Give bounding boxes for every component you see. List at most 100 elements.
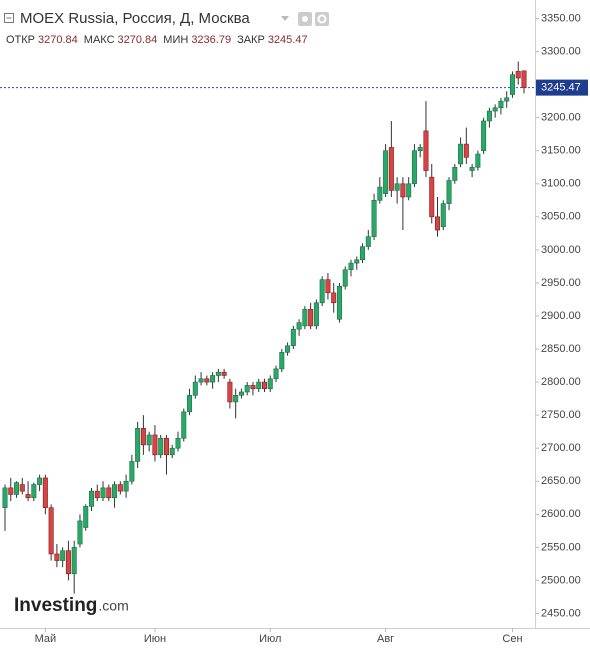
candle-body — [83, 506, 89, 528]
candle-body — [152, 434, 158, 456]
candle-body — [492, 107, 498, 112]
y-tick-label: 3200.00 — [541, 112, 581, 124]
candle-body — [406, 183, 412, 198]
ohlc-legend: ОТКР 3270.84 МАКС 3270.84 МИН 3236.79 ЗАКР 3245… — [6, 34, 308, 46]
candle-body — [469, 166, 475, 171]
settings-icon — [317, 14, 327, 24]
settings-button[interactable] — [315, 12, 329, 26]
candle-body — [192, 381, 198, 396]
candle-body — [94, 490, 100, 499]
last-price-box — [536, 79, 588, 96]
candle-body — [210, 375, 216, 383]
dropdown-arrow[interactable] — [281, 16, 289, 21]
candle-body — [348, 262, 354, 271]
candle-body — [123, 480, 129, 492]
candle-body — [498, 100, 504, 109]
candle-body — [273, 368, 279, 380]
x-tick-label: Июл — [259, 633, 281, 645]
watermark-suffix: .com — [98, 598, 128, 614]
candle-body — [515, 71, 521, 79]
candle-body — [354, 259, 360, 264]
candle-body — [233, 395, 239, 403]
candle-body — [452, 166, 458, 181]
candle-body — [181, 411, 187, 439]
legend-label: МИН — [163, 34, 188, 46]
x-tick-label: Сен — [502, 633, 522, 645]
candle-body — [42, 477, 48, 508]
collapse-icon[interactable] — [4, 13, 14, 23]
legend-label: ЗАКР — [237, 34, 265, 46]
y-tick-label: 3100.00 — [541, 178, 581, 190]
candle-body — [175, 437, 181, 449]
y-tick-label: 3150.00 — [541, 145, 581, 157]
candle-body — [163, 437, 169, 456]
candle-body — [106, 487, 112, 499]
watermark-brand: Investing — [14, 595, 97, 616]
y-tick-label: 2600.00 — [541, 508, 581, 520]
candle-body — [486, 110, 492, 122]
candle-body — [342, 269, 348, 287]
candle-body — [146, 434, 152, 446]
y-tick-label: 3050.00 — [541, 211, 581, 223]
y-tick-label: 2500.00 — [541, 574, 581, 586]
y-tick-label: 2550.00 — [541, 541, 581, 553]
y-tick-label: 2750.00 — [541, 409, 581, 421]
candle-body — [267, 378, 273, 389]
candle-body — [458, 143, 464, 165]
legend-label: МАКС — [84, 34, 115, 46]
candle-body — [19, 484, 25, 492]
plot-area — [0, 61, 535, 594]
x-tick-label: Май — [35, 633, 57, 645]
candle-body — [434, 216, 440, 231]
candle-body — [394, 183, 400, 191]
candle-body — [290, 328, 296, 347]
candle-body — [8, 487, 14, 495]
candle-body — [365, 236, 371, 247]
y-tick-label: 2800.00 — [541, 376, 581, 388]
candle-body — [112, 484, 118, 499]
legend-value: 3245.47 — [268, 34, 308, 46]
candle-body — [429, 176, 435, 218]
candle-body — [411, 150, 417, 185]
candle-body — [313, 302, 319, 327]
candle-body — [129, 461, 135, 482]
y-tick-label: 2850.00 — [541, 343, 581, 355]
candle-body — [169, 447, 175, 456]
candle-body — [509, 74, 515, 95]
candle-body — [37, 477, 43, 485]
y-tick-label: 2650.00 — [541, 475, 581, 487]
candle-body — [279, 352, 285, 370]
candle-body — [14, 482, 20, 495]
legend-value: 3236.79 — [191, 34, 231, 46]
candle-body — [158, 437, 164, 456]
candle-body — [60, 550, 66, 561]
y-tick-label: 3000.00 — [541, 244, 581, 256]
candle-body — [325, 279, 331, 294]
candle-body — [371, 199, 377, 237]
legend-label: ОТКР — [6, 34, 35, 46]
candle-body — [250, 385, 256, 389]
candle-body — [475, 153, 481, 168]
candle-body — [285, 345, 291, 353]
candle-body — [198, 378, 204, 383]
y-tick-label: 2900.00 — [541, 310, 581, 322]
candle-body — [204, 378, 210, 383]
candle-body — [400, 183, 406, 198]
candle-body — [504, 97, 510, 102]
candle-body — [31, 484, 37, 499]
candle-body — [521, 70, 527, 88]
candle-body — [77, 520, 83, 545]
candle-body — [336, 285, 342, 320]
candle-body — [440, 203, 446, 228]
candle-body — [423, 130, 429, 171]
candle-body — [227, 381, 233, 403]
eye-icon — [302, 16, 308, 22]
y-tick-label: 2700.00 — [541, 442, 581, 454]
candle-body — [140, 428, 146, 446]
x-tick-label: Авг — [377, 633, 394, 645]
candle-body — [446, 180, 452, 204]
y-tick-label: 2950.00 — [541, 277, 581, 289]
candle-body — [463, 143, 469, 158]
